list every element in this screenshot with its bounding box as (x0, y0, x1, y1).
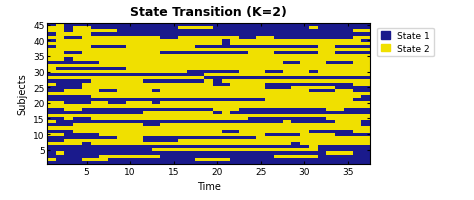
Y-axis label: Subjects: Subjects (18, 73, 27, 115)
Legend: State 1, State 2: State 1, State 2 (377, 28, 434, 57)
X-axis label: Time: Time (197, 181, 220, 191)
Title: State Transition (K=2): State Transition (K=2) (130, 6, 287, 19)
